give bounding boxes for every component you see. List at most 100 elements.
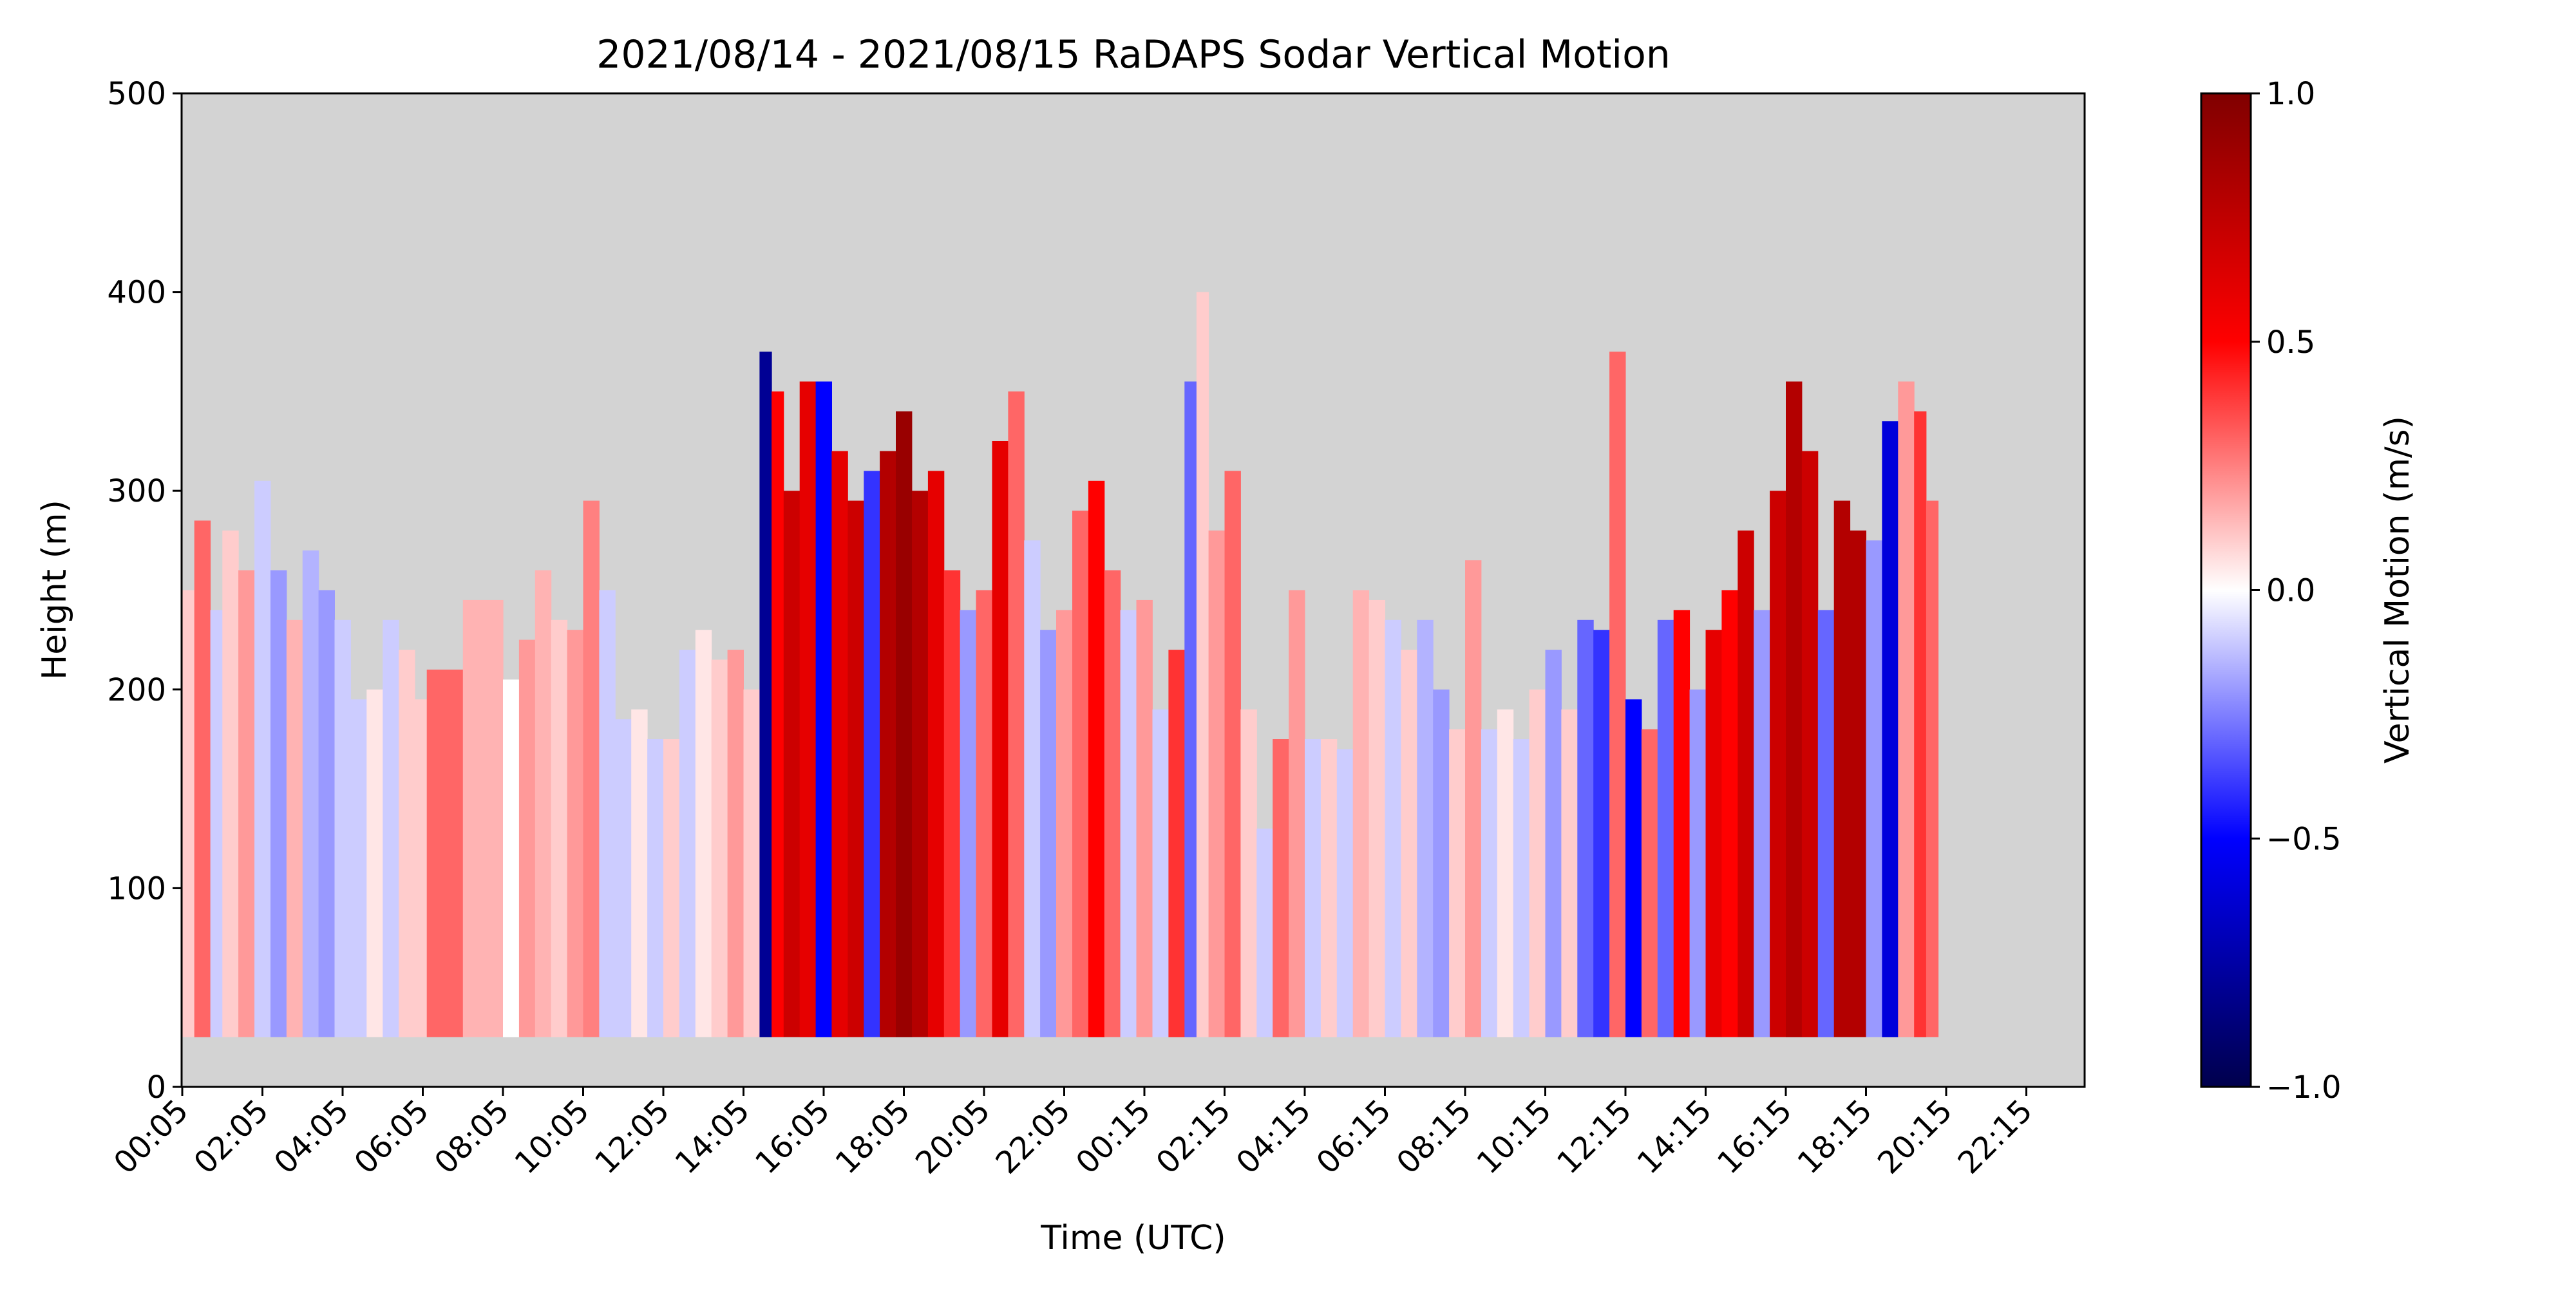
heatmap-column: [1641, 729, 1658, 1037]
heatmap-column: [976, 590, 992, 1037]
heatmap-column: [831, 451, 848, 1037]
heatmap-column: [1040, 630, 1057, 1037]
heatmap-column: [462, 599, 504, 1037]
x-tick-label: 04:15: [1229, 1093, 1318, 1181]
heatmap-column: [302, 550, 319, 1037]
x-tick-label: 18:05: [829, 1093, 917, 1181]
heatmap-column: [194, 520, 211, 1037]
heatmap-column: [1850, 530, 1866, 1037]
x-tick-label: 00:05: [107, 1093, 195, 1181]
heatmap-column: [1208, 530, 1225, 1037]
colorbar-tick-label: 0.5: [2266, 325, 2315, 361]
heatmap-column: [1833, 500, 1851, 1037]
heatmap-column: [1256, 828, 1273, 1037]
x-tick-label: 06:05: [348, 1093, 436, 1181]
heatmap-column: [631, 709, 648, 1037]
heatmap-column: [1770, 491, 1786, 1037]
colorbar-label: Vertical Motion (m/s): [2378, 416, 2417, 764]
heatmap-column: [1072, 511, 1089, 1037]
heatmap-column: [772, 391, 784, 1037]
x-axis-label: Time (UTC): [1040, 1219, 1226, 1258]
heatmap-column: [960, 610, 976, 1037]
heatmap-column: [783, 491, 800, 1037]
heatmap-column: [927, 471, 945, 1037]
heatmap-column: [663, 739, 680, 1037]
heatmap-column: [1673, 610, 1690, 1037]
heatmap-column: [679, 650, 696, 1037]
heatmap-column: [1513, 739, 1530, 1037]
heatmap-column: [1914, 411, 1927, 1037]
x-tick-label: 02:15: [1150, 1093, 1238, 1181]
heatmap-column: [1024, 540, 1041, 1037]
x-tick-label: 20:05: [909, 1093, 997, 1181]
heatmap-column: [1926, 500, 1939, 1037]
heatmap-column: [1689, 689, 1706, 1037]
heatmap-column: [1273, 739, 1289, 1037]
heatmap-column: [583, 500, 600, 1037]
x-tick-label: 12:15: [1550, 1093, 1638, 1181]
heatmap-column: [1289, 590, 1305, 1037]
heatmap-column: [518, 639, 536, 1037]
colorbar-tick-label: −1.0: [2266, 1070, 2342, 1106]
heatmap-column: [759, 352, 772, 1037]
heatmap-column: [1866, 540, 1882, 1037]
heatmap-column: [366, 689, 383, 1037]
x-tick-label: 12:05: [588, 1093, 676, 1181]
heatmap-column: [799, 381, 817, 1037]
heatmap-column: [182, 590, 195, 1037]
heatmap-column: [1168, 650, 1185, 1037]
heatmap-column: [1625, 699, 1642, 1037]
colorbar-tick-label: −0.5: [2266, 821, 2342, 857]
heatmap-column: [1817, 610, 1835, 1037]
y-axis: 0 100 200 300 400 500: [107, 76, 182, 1106]
heatmap-column: [399, 650, 415, 1037]
heatmap-column: [943, 570, 961, 1037]
colorbar: [2200, 92, 2252, 1088]
heatmap-column: [426, 669, 464, 1037]
x-tick-label: 22:05: [989, 1093, 1077, 1181]
heatmap-column: [318, 590, 335, 1037]
heatmap-column: [1657, 619, 1674, 1037]
heatmap-column: [1465, 560, 1482, 1037]
heatmap-column: [210, 610, 223, 1037]
x-tick-label: 08:05: [428, 1093, 516, 1181]
heatmap-column: [1056, 610, 1073, 1037]
heatmap-column: [1898, 381, 1915, 1037]
heatmap-column: [896, 411, 913, 1037]
heatmap-column: [1561, 709, 1578, 1037]
heatmap-column: [711, 659, 728, 1037]
heatmap-column: [1577, 619, 1594, 1037]
x-tick-label: 14:15: [1631, 1093, 1719, 1181]
heatmap-column: [743, 689, 760, 1037]
heatmap-column: [1529, 689, 1546, 1037]
heatmap-column: [1224, 471, 1241, 1037]
heatmap-column: [238, 570, 255, 1037]
heatmap-column: [1738, 530, 1754, 1037]
heatmap-column: [1184, 381, 1197, 1037]
x-tick-label: 16:05: [748, 1093, 837, 1181]
heatmap-column: [350, 699, 367, 1037]
heatmap-column: [1368, 599, 1385, 1037]
heatmap-column: [848, 500, 864, 1037]
heatmap-column: [535, 570, 552, 1037]
heatmap-column: [1593, 630, 1610, 1037]
x-axis: 00:0502:0504:0506:0508:0510:0512:0514:05…: [107, 1087, 2040, 1181]
x-tick-label: 10:05: [508, 1093, 596, 1181]
heatmap-column: [1320, 739, 1338, 1037]
y-tick-label: 300: [107, 473, 166, 509]
heatmap-column: [222, 530, 239, 1037]
heatmap-column: [503, 679, 520, 1037]
heatmap-column: [615, 719, 632, 1037]
heatmap-column: [270, 570, 287, 1037]
heatmap-column: [1352, 590, 1370, 1037]
x-tick-label: 10:15: [1470, 1093, 1558, 1181]
heatmap-column: [1385, 619, 1401, 1037]
heatmap-column: [254, 480, 271, 1037]
x-tick-label: 22:15: [1951, 1093, 2040, 1181]
heatmap-column: [383, 619, 399, 1037]
x-tick-label: 04:05: [267, 1093, 355, 1181]
heatmap-column: [1481, 729, 1498, 1037]
heatmap-column: [1545, 650, 1562, 1037]
y-tick-label: 100: [107, 871, 166, 907]
